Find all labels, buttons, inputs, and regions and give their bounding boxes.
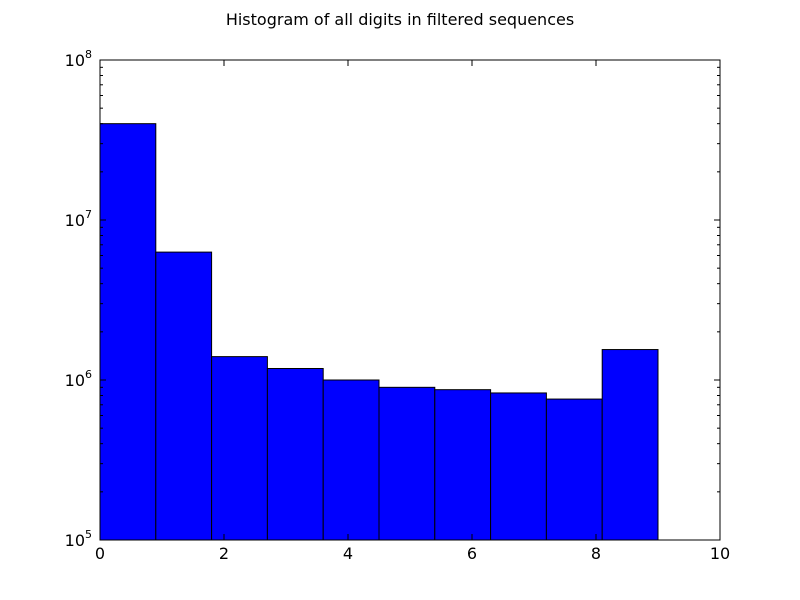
y-tick-label-1: 106 — [65, 368, 92, 390]
plot-frame — [99, 59, 721, 541]
histogram-bar-4 — [322, 379, 380, 541]
chart-title: Histogram of all digits in filtered sequ… — [226, 10, 574, 29]
y-tick-label-0: 105 — [65, 528, 92, 550]
x-tick-label-5: 10 — [710, 544, 730, 563]
x-tick-label-0: 0 — [95, 544, 105, 563]
histogram-bar-3 — [266, 367, 324, 541]
histogram-bar-8 — [545, 398, 603, 541]
histogram-bar-5 — [378, 386, 436, 541]
tick-labels-group: 0 2 4 6 8 10 105 106 107 108 — [65, 48, 731, 563]
histogram-bar-6 — [434, 389, 492, 541]
histogram-bar-1 — [155, 251, 213, 541]
x-tick-label-1: 2 — [219, 544, 229, 563]
x-tick-label-3: 6 — [467, 544, 477, 563]
x-tick-label-2: 4 — [343, 544, 353, 563]
histogram-bar-9 — [601, 349, 659, 541]
y-tick-label-3: 108 — [65, 48, 92, 70]
bars-group — [99, 123, 659, 541]
histogram-bar-2 — [211, 356, 268, 541]
x-tick-label-4: 8 — [591, 544, 601, 563]
histogram-bar-7 — [490, 392, 547, 541]
histogram-bar-0 — [99, 123, 157, 541]
y-tick-label-2: 107 — [65, 208, 92, 230]
